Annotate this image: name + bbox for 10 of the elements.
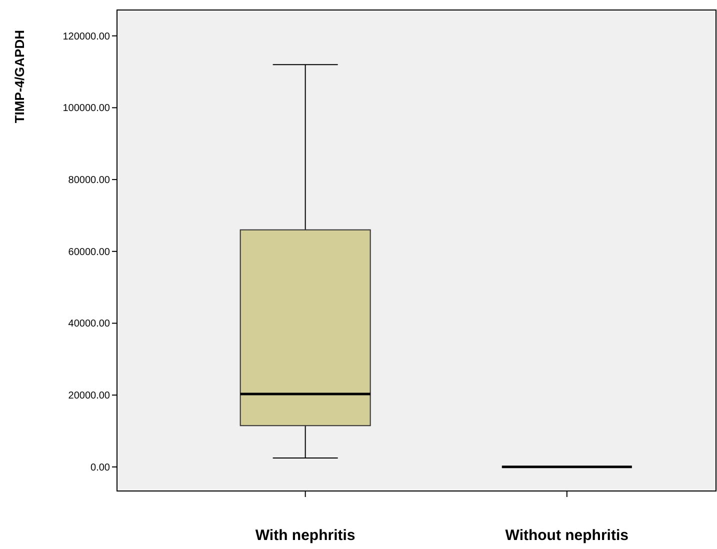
y-tick-label: 60000.00 xyxy=(68,246,110,258)
y-axis-title: TIMP-4/GAPDH xyxy=(12,30,27,124)
y-tick-label: 120000.00 xyxy=(62,31,110,42)
y-tick-label: 0.00 xyxy=(90,462,110,474)
y-tick-label: 40000.00 xyxy=(68,318,110,330)
y-tick-label: 80000.00 xyxy=(68,175,110,186)
y-tick-label: 20000.00 xyxy=(68,390,110,402)
x-tick-label: With nephritis xyxy=(255,527,356,544)
y-tick-label: 100000.00 xyxy=(62,103,110,114)
x-tick-label: Without nephritis xyxy=(505,527,628,544)
